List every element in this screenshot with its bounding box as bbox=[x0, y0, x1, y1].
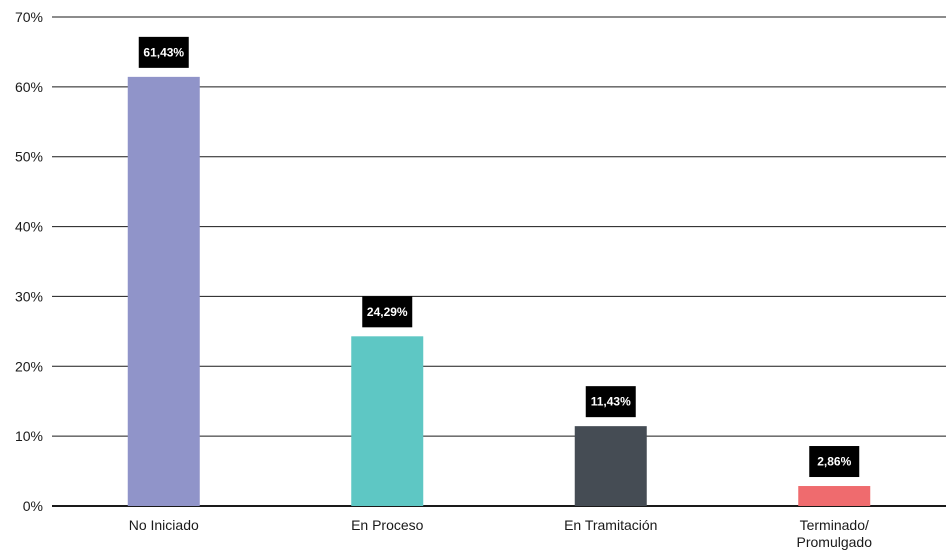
data-label-box bbox=[585, 386, 636, 418]
category-label: En Proceso bbox=[351, 517, 424, 533]
y-tick-label: 60% bbox=[15, 79, 43, 95]
y-tick-label: 50% bbox=[15, 149, 43, 165]
data-label: 24,29% bbox=[367, 305, 408, 319]
bar bbox=[127, 76, 200, 507]
gridlines bbox=[52, 16, 946, 507]
category-label: No Iniciado bbox=[129, 517, 199, 533]
bar bbox=[351, 336, 424, 506]
y-tick-label: 40% bbox=[15, 219, 43, 235]
y-tick-label: 20% bbox=[15, 358, 43, 374]
category-label: Terminado/ bbox=[800, 517, 869, 533]
y-tick-label: 70% bbox=[15, 9, 43, 25]
y-axis-tick-labels: 0% 10% 20% 30% 40% 50% 60% 70% bbox=[15, 9, 43, 514]
data-label: 11,43% bbox=[591, 395, 631, 409]
data-label: 61,43% bbox=[143, 45, 184, 59]
bar bbox=[798, 486, 871, 506]
data-labels: 61,43% 24,29% 11,43% 2,86% bbox=[138, 36, 860, 478]
data-label-box bbox=[809, 446, 860, 478]
category-label: Promulgado bbox=[797, 534, 873, 550]
x-axis-category-labels: No Iniciado En Proceso En Tramitación Termi… bbox=[129, 517, 872, 550]
y-tick-label: 0% bbox=[23, 498, 43, 514]
data-label: 2,86% bbox=[817, 455, 851, 469]
data-label-box bbox=[362, 296, 413, 328]
bar bbox=[574, 426, 647, 506]
y-tick-label: 30% bbox=[15, 288, 43, 304]
y-tick-label: 10% bbox=[15, 428, 43, 444]
data-label-box bbox=[138, 36, 189, 68]
bars bbox=[127, 76, 871, 507]
category-label: En Tramitación bbox=[564, 517, 657, 533]
